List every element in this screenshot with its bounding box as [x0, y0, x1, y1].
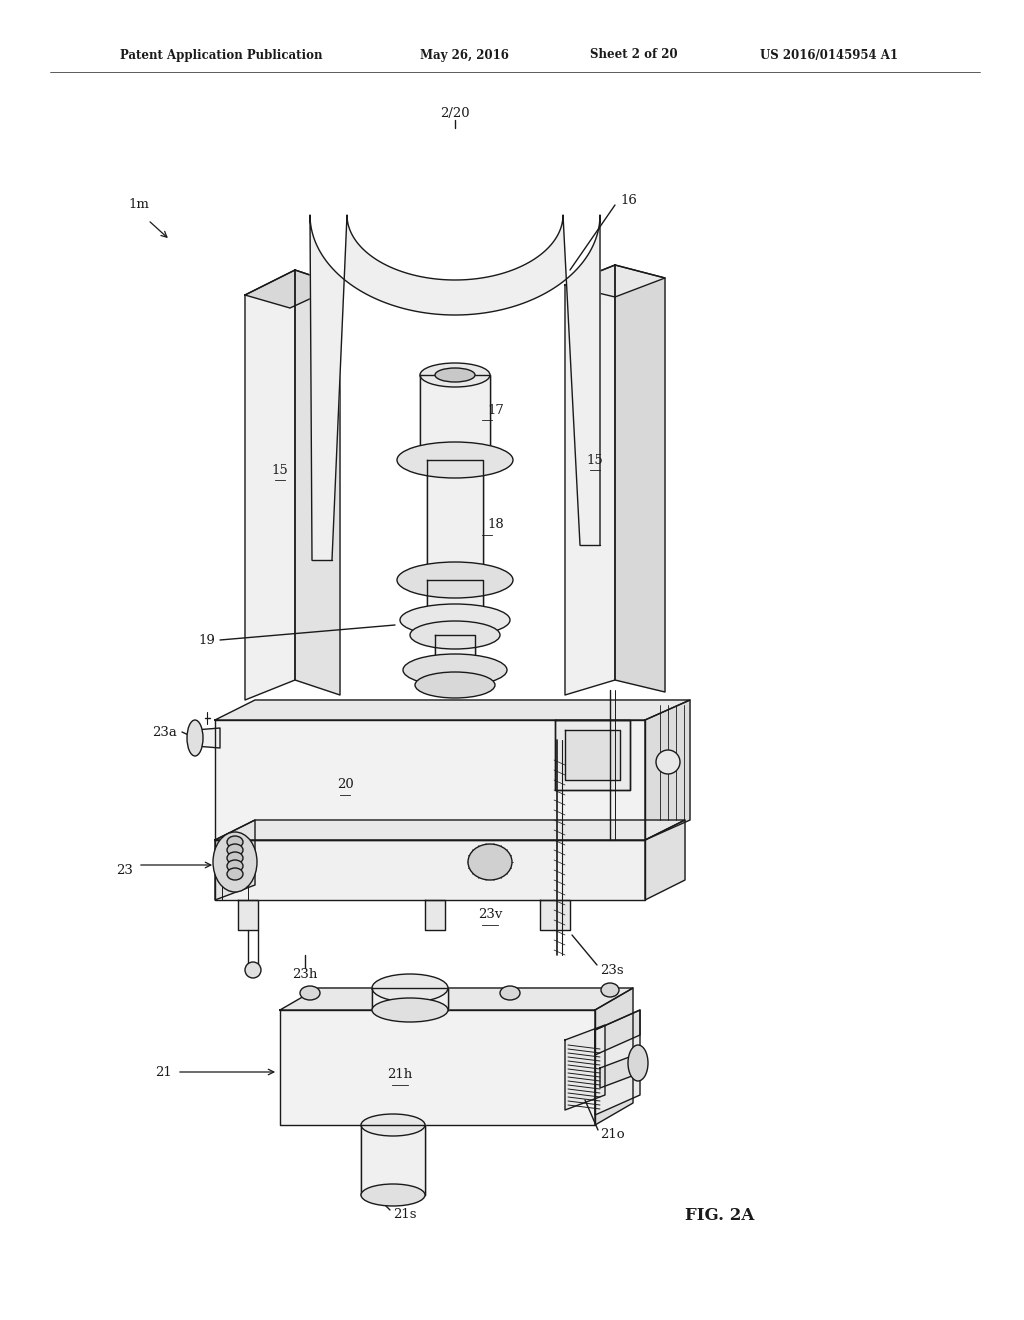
Text: May 26, 2016: May 26, 2016: [420, 49, 509, 62]
Polygon shape: [310, 215, 600, 560]
Text: 20: 20: [337, 779, 353, 792]
Polygon shape: [645, 820, 685, 900]
Ellipse shape: [227, 869, 243, 880]
Polygon shape: [215, 700, 690, 719]
Ellipse shape: [410, 620, 500, 649]
Ellipse shape: [601, 983, 618, 997]
Text: 15: 15: [587, 454, 603, 466]
Ellipse shape: [420, 363, 490, 387]
Polygon shape: [600, 1053, 640, 1088]
Ellipse shape: [415, 672, 495, 698]
Ellipse shape: [227, 851, 243, 865]
Ellipse shape: [361, 1184, 425, 1206]
Text: FIG. 2A: FIG. 2A: [685, 1206, 755, 1224]
Ellipse shape: [187, 719, 203, 756]
Text: 16: 16: [620, 194, 637, 206]
Polygon shape: [435, 635, 475, 671]
Polygon shape: [215, 820, 685, 840]
Ellipse shape: [435, 368, 475, 381]
Ellipse shape: [361, 1114, 425, 1137]
Ellipse shape: [397, 562, 513, 598]
Ellipse shape: [213, 832, 257, 892]
Ellipse shape: [300, 986, 319, 1001]
Polygon shape: [425, 900, 445, 931]
Polygon shape: [195, 729, 220, 748]
Text: Sheet 2 of 20: Sheet 2 of 20: [590, 49, 678, 62]
Ellipse shape: [372, 998, 449, 1022]
Text: 23s: 23s: [600, 964, 624, 977]
Ellipse shape: [245, 962, 261, 978]
Ellipse shape: [372, 974, 449, 1002]
Polygon shape: [595, 1010, 640, 1055]
Polygon shape: [238, 900, 258, 931]
Polygon shape: [280, 987, 633, 1010]
Polygon shape: [595, 987, 633, 1125]
Polygon shape: [295, 271, 340, 696]
Ellipse shape: [397, 442, 513, 478]
Polygon shape: [372, 987, 449, 1010]
Polygon shape: [245, 271, 295, 700]
Text: 18: 18: [487, 519, 504, 532]
Polygon shape: [565, 265, 665, 297]
Polygon shape: [565, 1026, 605, 1110]
Text: 21o: 21o: [600, 1129, 625, 1142]
Polygon shape: [420, 375, 490, 459]
Text: 2/20: 2/20: [440, 107, 470, 120]
Text: 23v: 23v: [478, 908, 502, 921]
Polygon shape: [361, 1125, 425, 1195]
Ellipse shape: [227, 836, 243, 847]
Polygon shape: [215, 719, 645, 840]
Polygon shape: [215, 820, 255, 900]
Ellipse shape: [400, 605, 510, 636]
Polygon shape: [555, 719, 630, 789]
Text: 17: 17: [487, 404, 504, 417]
Ellipse shape: [628, 1045, 648, 1081]
Polygon shape: [540, 900, 570, 931]
Text: 19: 19: [198, 634, 215, 647]
Text: 1m: 1m: [128, 198, 148, 211]
Text: 15: 15: [271, 463, 289, 477]
Text: 23: 23: [116, 863, 133, 876]
Polygon shape: [645, 700, 690, 840]
Ellipse shape: [500, 986, 520, 1001]
Polygon shape: [565, 730, 620, 780]
Polygon shape: [427, 459, 483, 579]
Ellipse shape: [468, 843, 512, 880]
Text: Patent Application Publication: Patent Application Publication: [120, 49, 323, 62]
Polygon shape: [280, 1010, 595, 1125]
Ellipse shape: [227, 843, 243, 855]
Text: US 2016/0145954 A1: US 2016/0145954 A1: [760, 49, 898, 62]
Text: 23a: 23a: [153, 726, 177, 738]
Polygon shape: [245, 271, 340, 308]
Polygon shape: [565, 265, 615, 696]
Ellipse shape: [656, 750, 680, 774]
Ellipse shape: [227, 861, 243, 873]
Text: 21: 21: [156, 1065, 172, 1078]
Polygon shape: [595, 1010, 640, 1115]
Polygon shape: [615, 265, 665, 692]
Ellipse shape: [420, 447, 490, 473]
Text: 21h: 21h: [387, 1068, 413, 1081]
Polygon shape: [215, 840, 645, 900]
Text: 23h: 23h: [292, 969, 317, 982]
Text: 21s: 21s: [393, 1209, 417, 1221]
Polygon shape: [427, 579, 483, 620]
Ellipse shape: [403, 653, 507, 686]
